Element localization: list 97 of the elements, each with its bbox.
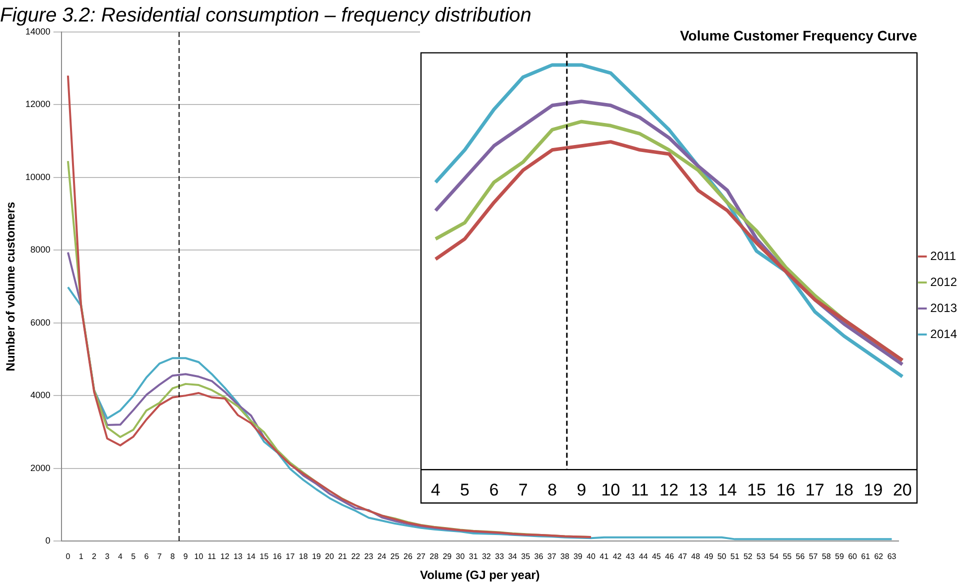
y-tick-label: 8000 xyxy=(30,244,50,255)
x-tick-label: 41 xyxy=(600,552,610,562)
x-tick-label: 61 xyxy=(861,552,871,562)
x-tick-label: 12 xyxy=(660,480,678,500)
x-tick-label: 31 xyxy=(468,552,478,562)
x-tick-label: 6 xyxy=(489,480,499,500)
x-tick-label: 50 xyxy=(717,552,727,562)
x-tick-label: 5 xyxy=(131,552,136,562)
x-tick-label: 48 xyxy=(691,552,701,562)
x-tick-label: 32 xyxy=(482,552,492,562)
x-tick-label: 57 xyxy=(808,552,818,562)
x-tick-label: 0 xyxy=(66,552,71,562)
x-tick-label: 46 xyxy=(665,552,674,562)
x-tick-label: 14 xyxy=(246,552,256,562)
x-tick-label: 10 xyxy=(194,552,204,562)
x-tick-label: 47 xyxy=(678,552,688,562)
y-tick-label: 2000 xyxy=(30,462,50,473)
x-tick-label: 9 xyxy=(576,480,586,500)
chart-title: Volume Customer Frequency Curve xyxy=(680,27,918,44)
x-tick-label: 53 xyxy=(756,552,766,562)
x-tick-label: 16 xyxy=(272,552,282,562)
legend-label: 2012 xyxy=(930,274,958,289)
x-tick-label: 52 xyxy=(743,552,753,562)
x-tick-label: 21 xyxy=(338,552,348,562)
x-tick-label: 37 xyxy=(547,552,557,562)
x-tick-label: 13 xyxy=(688,480,708,500)
x-tick-label: 19 xyxy=(864,480,883,500)
x-tick-label: 20 xyxy=(325,552,334,562)
x-tick-label: 40 xyxy=(586,552,596,562)
x-tick-label: 4 xyxy=(430,480,440,500)
x-tick-label: 2 xyxy=(92,552,97,562)
x-tick-label: 54 xyxy=(770,552,780,562)
x-tick-label: 17 xyxy=(286,552,296,562)
x-tick-label: 63 xyxy=(887,552,897,562)
x-tick-label: 5 xyxy=(460,480,470,500)
x-tick-label: 9 xyxy=(183,552,188,562)
y-tick-label: 4000 xyxy=(30,390,50,400)
x-tick-label: 18 xyxy=(834,480,854,500)
x-tick-label: 28 xyxy=(430,552,440,562)
x-tick-label: 42 xyxy=(612,552,622,562)
x-tick-label: 27 xyxy=(416,552,426,562)
x-tick-label: 58 xyxy=(822,552,832,562)
x-tick-label: 62 xyxy=(874,552,884,562)
x-tick-label: 15 xyxy=(260,552,270,562)
x-tick-label: 23 xyxy=(364,552,374,562)
legend-label: 2013 xyxy=(930,300,958,315)
x-tick-label: 55 xyxy=(782,552,792,562)
x-tick-label: 35 xyxy=(521,552,531,562)
x-tick-label: 3 xyxy=(104,552,110,562)
x-tick-label: 45 xyxy=(652,552,662,562)
y-tick-label: 0 xyxy=(45,535,50,546)
x-tick-label: 51 xyxy=(730,552,740,562)
x-tick-label: 39 xyxy=(573,552,583,562)
x-tick-label: 36 xyxy=(534,552,544,562)
x-tick-label: 43 xyxy=(626,552,636,562)
x-tick-label: 38 xyxy=(560,552,570,562)
y-tick-label: 6000 xyxy=(30,317,50,328)
chart-title: Figure 3.2: Residential consumption – frequency distribution xyxy=(0,4,532,27)
x-tick-label: 12 xyxy=(220,552,230,562)
x-tick-label: 30 xyxy=(456,552,466,562)
y-tick-label: 10000 xyxy=(25,172,50,182)
x-tick-label: 11 xyxy=(630,480,649,500)
x-tick-label: 7 xyxy=(518,480,528,500)
x-tick-label: 25 xyxy=(390,552,400,562)
x-tick-label: 59 xyxy=(835,552,844,562)
x-tick-label: 13 xyxy=(234,552,243,562)
x-tick-label: 20 xyxy=(892,480,912,500)
x-tick-label: 17 xyxy=(805,480,824,500)
x-tick-label: 10 xyxy=(601,480,620,500)
x-tick-label: 22 xyxy=(351,552,361,562)
x-tick-label: 18 xyxy=(298,552,308,562)
x-tick-label: 7 xyxy=(157,552,162,562)
x-tick-label: 6 xyxy=(144,552,150,562)
x-tick-label: 26 xyxy=(403,552,413,562)
x-tick-label: 19 xyxy=(312,552,322,562)
x-tick-label: 1 xyxy=(78,552,84,562)
x-tick-label: 56 xyxy=(796,552,806,562)
x-tick-label: 60 xyxy=(848,552,858,562)
x-tick-label: 24 xyxy=(377,552,387,562)
x-tick-label: 34 xyxy=(508,552,518,562)
x-tick-label: 49 xyxy=(704,552,714,562)
x-tick-label: 11 xyxy=(208,552,217,562)
x-tick-label: 33 xyxy=(495,552,504,562)
x-tick-label: 15 xyxy=(747,480,766,500)
x-tick-label: 29 xyxy=(442,552,452,562)
x-tick-label: 14 xyxy=(718,480,737,500)
y-tick-label: 14000 xyxy=(25,26,50,36)
x-tick-label: 4 xyxy=(118,552,124,562)
y-axis-title: Number of volume customers xyxy=(4,201,18,372)
x-tick-label: 44 xyxy=(638,552,648,562)
y-tick-label: 12000 xyxy=(25,99,50,110)
x-tick-label: 8 xyxy=(170,552,176,562)
x-tick-label: 8 xyxy=(548,480,558,500)
x-tick-label: 16 xyxy=(776,480,796,500)
x-axis-title: Volume (GJ per year) xyxy=(420,568,540,582)
legend-label: 2014 xyxy=(930,326,958,341)
legend-label: 2011 xyxy=(930,248,956,263)
